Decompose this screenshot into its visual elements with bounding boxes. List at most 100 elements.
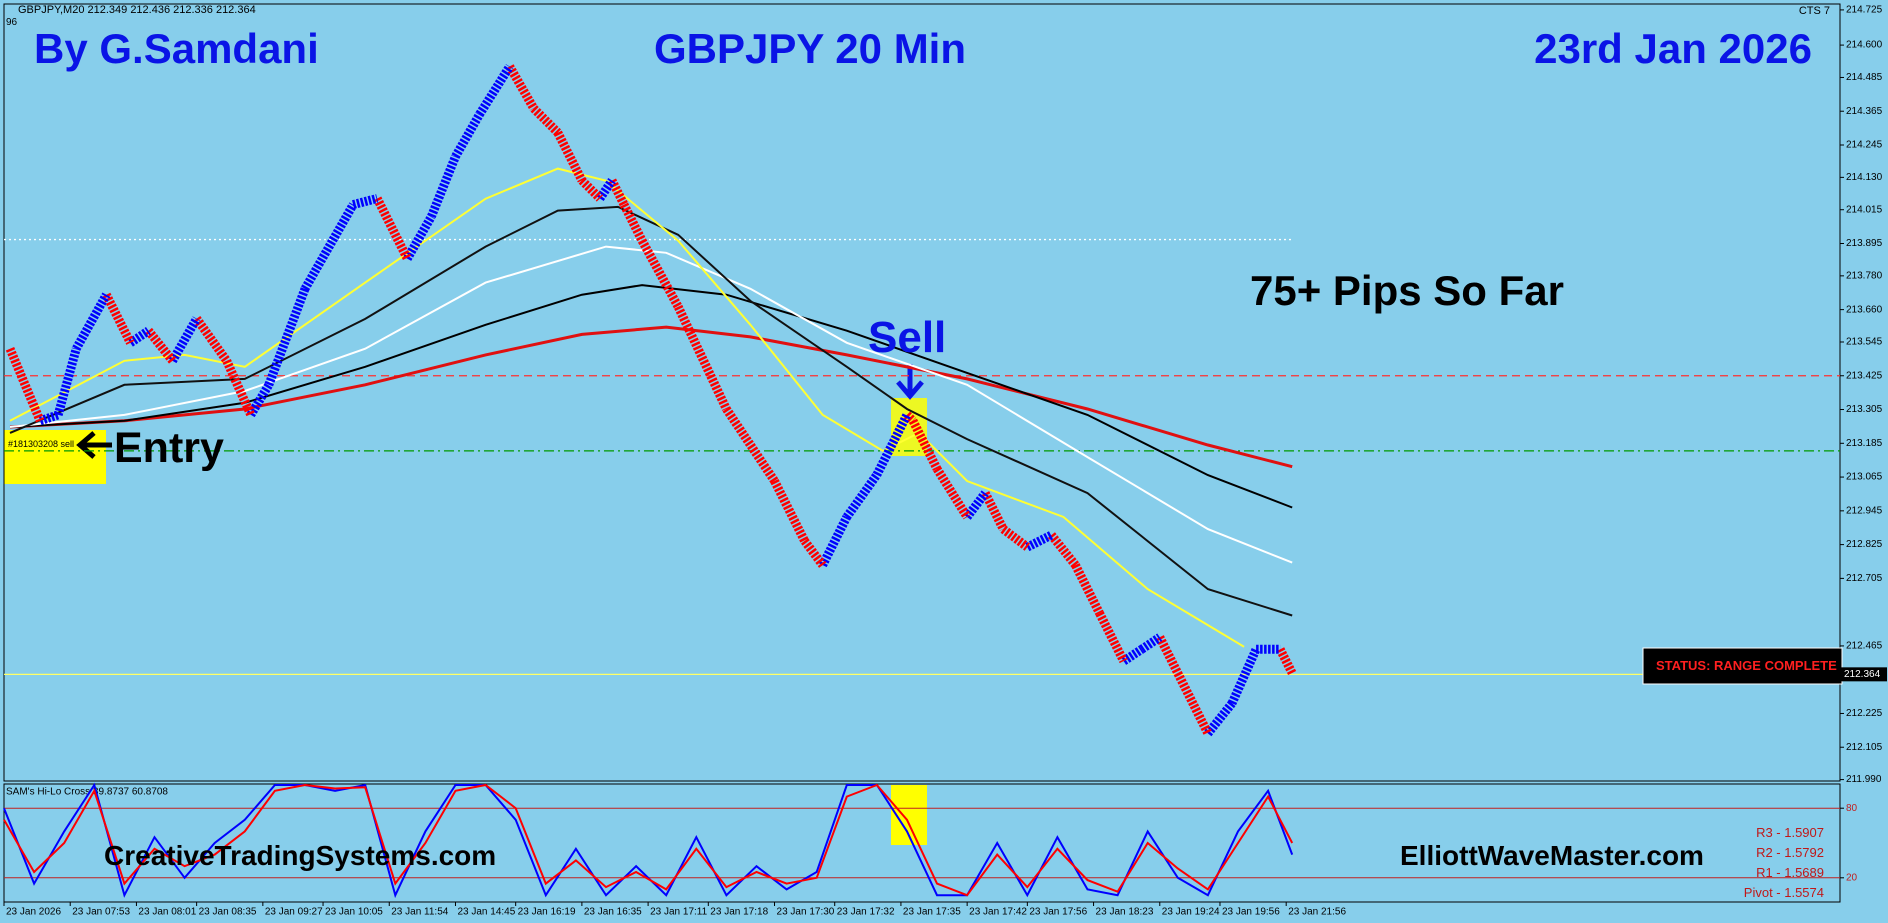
x-tick-label: 23 Jan 07:53 bbox=[72, 907, 130, 918]
y-tick-label: 212.225 bbox=[1846, 708, 1883, 719]
osc-line bbox=[3, 783, 1294, 897]
y-tick-label: 214.485 bbox=[1846, 72, 1883, 83]
y-tick-label: 213.780 bbox=[1846, 270, 1883, 281]
y-tick-label: 212.705 bbox=[1846, 573, 1883, 584]
price-bar bbox=[963, 490, 989, 520]
price-bar bbox=[981, 491, 1008, 532]
x-tick-label: 23 Jan 16:35 bbox=[584, 907, 642, 918]
entry-label: Entry bbox=[114, 424, 224, 472]
price-bar bbox=[1155, 635, 1182, 676]
price-bar bbox=[53, 347, 81, 417]
price-bar bbox=[222, 359, 255, 417]
price-bar bbox=[264, 287, 310, 387]
price-bar bbox=[1173, 671, 1212, 736]
y-tick-label: 214.245 bbox=[1846, 140, 1883, 151]
osc-frame bbox=[3, 783, 1841, 903]
price-bar bbox=[168, 316, 201, 364]
osc-title: SAM's Hi-Lo Cross 39.8737 60.8708 bbox=[6, 787, 168, 798]
cts-label: CTS 7 bbox=[1798, 5, 1830, 17]
status-text: STATUS: RANGE COMPLETE bbox=[1656, 658, 1837, 673]
pivot-label: Pivot - 1.5574 bbox=[1743, 885, 1824, 900]
sell-label: Sell bbox=[868, 313, 947, 362]
status-box bbox=[1642, 647, 1843, 685]
price-bar bbox=[770, 478, 809, 543]
price-bar bbox=[352, 194, 379, 210]
sub-info: 96 bbox=[6, 17, 18, 28]
price-bar bbox=[933, 466, 971, 520]
price-bar bbox=[607, 178, 629, 207]
x-tick-label: 23 Jan 09:27 bbox=[265, 907, 323, 918]
moving-average bbox=[9, 284, 1293, 509]
x-tick-label: 23 Jan 2026 bbox=[6, 907, 61, 918]
price-bar bbox=[843, 472, 881, 520]
price-bar bbox=[1000, 525, 1031, 551]
price-bar bbox=[1121, 645, 1145, 665]
order-label: #181303208 sell bbox=[8, 439, 75, 449]
price-bar bbox=[1139, 633, 1163, 654]
y-tick-label: 212.465 bbox=[1846, 641, 1883, 652]
price-bar bbox=[1095, 611, 1128, 664]
y-tick-label: 214.365 bbox=[1846, 106, 1883, 117]
price-bar bbox=[722, 406, 779, 484]
price-bar bbox=[530, 105, 561, 136]
y-tick-label: 213.425 bbox=[1846, 370, 1883, 381]
site-left: CreativeTradingSystems.com bbox=[104, 840, 497, 871]
price-bar bbox=[102, 292, 135, 345]
price-bar bbox=[620, 202, 647, 243]
moving-average bbox=[9, 245, 1293, 564]
x-tick-label: 23 Jan 08:01 bbox=[138, 907, 196, 918]
author: By G.Samdani bbox=[34, 25, 319, 72]
price-bar bbox=[596, 177, 616, 201]
y-tick-label: 214.130 bbox=[1846, 172, 1883, 183]
price-bar bbox=[451, 112, 484, 159]
x-tick-label: 23 Jan 08:35 bbox=[199, 907, 257, 918]
y-tick-label: 80 bbox=[1846, 803, 1858, 814]
price-bar bbox=[505, 64, 538, 111]
price-bar bbox=[144, 327, 177, 364]
y-tick-label: 211.990 bbox=[1846, 774, 1882, 785]
y-tick-label: 213.895 bbox=[1846, 238, 1883, 249]
price-bar bbox=[908, 418, 942, 471]
y-tick-label: 20 bbox=[1846, 872, 1858, 883]
x-tick-label: 23 Jan 14:45 bbox=[457, 907, 515, 918]
y-tick-label: 213.065 bbox=[1846, 472, 1883, 483]
price-bar bbox=[246, 382, 273, 418]
entry-arrow bbox=[76, 431, 112, 459]
x-tick-label: 23 Jan 17:42 bbox=[969, 907, 1027, 918]
y-tick-label: 214.725 bbox=[1846, 5, 1883, 16]
y-tick-label: 214.015 bbox=[1846, 204, 1883, 215]
price-bar bbox=[1227, 647, 1261, 706]
x-tick-label: 23 Jan 17:35 bbox=[903, 907, 961, 918]
price-bar bbox=[1025, 531, 1054, 552]
y-tick-label: 213.545 bbox=[1846, 337, 1883, 348]
x-tick-label: 23 Jan 10:05 bbox=[325, 907, 383, 918]
price-bar bbox=[403, 214, 436, 261]
price-tag bbox=[1841, 667, 1887, 682]
site-right: ElliottWaveMaster.com bbox=[1400, 840, 1704, 871]
x-tick-label: 23 Jan 17:30 bbox=[777, 907, 835, 918]
y-tick-label: 213.660 bbox=[1846, 304, 1883, 315]
main-frame bbox=[3, 3, 1841, 782]
underlay bbox=[4, 167, 1840, 879]
pivot-label: R3 - 1.5907 bbox=[1756, 825, 1824, 840]
moving-average bbox=[9, 325, 1293, 469]
sell-box bbox=[891, 398, 927, 456]
y-tick-label: 213.305 bbox=[1846, 404, 1883, 415]
x-tick-label: 23 Jan 17:11 bbox=[650, 907, 708, 918]
price-bar bbox=[5, 347, 45, 423]
price-bar bbox=[373, 196, 412, 261]
x-tick-label: 23 Jan 16:19 bbox=[518, 907, 576, 918]
x-tick-label: 23 Jan 21:56 bbox=[1288, 907, 1346, 918]
x-tick-label: 23 Jan 18:23 bbox=[1096, 907, 1154, 918]
x-tick-label: 23 Jan 17:32 bbox=[837, 907, 895, 918]
price-tag-label: 212.364 bbox=[1844, 669, 1881, 680]
price-bar bbox=[127, 326, 151, 347]
y-tick-label: 214.600 bbox=[1846, 40, 1883, 51]
date: 23rd Jan 2026 bbox=[1534, 25, 1812, 72]
price-bar bbox=[674, 304, 731, 411]
price-bar bbox=[818, 515, 851, 568]
x-tick-label: 23 Jan 11:54 bbox=[391, 907, 449, 918]
x-tick-label: 23 Jan 19:56 bbox=[1222, 907, 1280, 918]
